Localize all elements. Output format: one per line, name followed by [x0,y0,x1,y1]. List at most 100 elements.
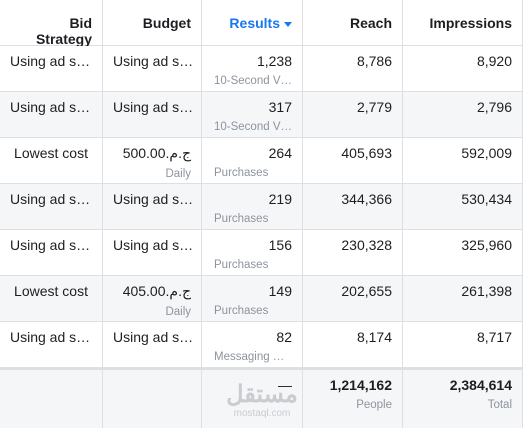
impressions-cell: 261,398 [403,276,523,322]
result: 1,238 [256,53,292,69]
bid-strategy-cell: Using ad s… [0,92,103,138]
budget-cell: ج.م.405.00 Daily [103,276,202,322]
impressions-cell: 2,796 [403,92,523,138]
column-title: Bid Strategy [35,15,92,47]
footer-impressions: 2,384,614 Total [403,370,523,428]
bid-strategy: Using ad s… [10,237,91,253]
result: 317 [268,99,292,115]
column-title: Impressions [429,15,512,31]
footer-reach-value: 1,214,162 [329,377,392,393]
result-type: Purchases [214,305,269,317]
results-cell: 82 Messaging … [202,322,303,368]
footer-impressions-label: Total [487,399,512,411]
reach: 2,779 [356,99,392,115]
result-type: Messaging … [214,351,285,363]
budget-cell: Using ad s… [103,230,202,276]
result-type: Purchases [214,167,269,179]
footer-cell [103,370,202,428]
budget-cell: Using ad s… [103,322,202,368]
result-type: Purchases [214,259,269,271]
bid-strategy-cell: Lowest cost [0,276,103,322]
column-header[interactable]: Bid Strategy [0,0,103,47]
bid-strategy: Using ad s… [10,329,91,345]
impressions: 8,717 [476,329,512,345]
column-header[interactable]: Impressions [403,0,523,46]
result: 149 [268,283,292,299]
results-cell: 219 Purchases [202,184,303,230]
budget: ج.م.500.00 [122,145,191,161]
reach-cell: 8,174 [303,322,403,368]
column-title: Results [229,15,280,31]
budget-type: Daily [165,168,191,180]
results-cell: 1,238 10-Second V… [202,46,303,92]
column-header[interactable]: Results [202,0,303,46]
bid-strategy-cell: Using ad s… [0,46,103,92]
bid-strategy: Using ad s… [10,99,91,115]
impressions-cell: 530,434 [403,184,523,230]
column-title: Budget [142,15,191,31]
reach-cell: 344,366 [303,184,403,230]
bid-strategy: Using ad s… [10,53,91,69]
budget: Using ad s… [113,53,194,69]
budget: Using ad s… [113,99,194,115]
watermark-site: mostaql.com [233,408,291,419]
reach: 8,786 [356,53,392,69]
budget: ج.م.405.00 [122,283,191,299]
impressions: 530,434 [461,191,512,207]
footer-cell [0,370,103,428]
result-type: 10-Second V… [214,121,292,133]
budget: Using ad s… [113,237,194,253]
result-type: Purchases [214,213,269,225]
results-cell: 156 Purchases [202,230,303,276]
budget-cell: Using ad s… [103,92,202,138]
reach-cell: 2,779 [303,92,403,138]
bid-strategy-cell: Using ad s… [0,184,103,230]
impressions-cell: 8,717 [403,322,523,368]
sort-icon [284,21,292,27]
impressions: 2,796 [476,99,512,115]
footer-results: — [202,370,303,428]
reach: 8,174 [356,329,392,345]
column-header[interactable]: Reach [303,0,403,46]
bid-strategy: Lowest cost [14,283,88,299]
reach: 405,693 [341,145,392,161]
results-cell: 317 10-Second V… [202,92,303,138]
results-cell: 264 Purchases [202,138,303,184]
budget-cell: ج.م.500.00 Daily [103,138,202,184]
bid-strategy-cell: Using ad s… [0,230,103,276]
footer-result: — [278,377,292,393]
column-header[interactable]: Budget [103,0,202,46]
footer-reach-label: People [356,399,392,411]
budget-type: Daily [165,306,191,318]
result: 264 [268,145,292,161]
bid-strategy-cell: Lowest cost [0,138,103,184]
watermark-logo: مستقل [226,381,298,408]
impressions-cell: 592,009 [403,138,523,184]
budget-cell: Using ad s… [103,184,202,230]
footer-reach: 1,214,162 People [303,370,403,428]
impressions-cell: 8,920 [403,46,523,92]
bid-strategy: Lowest cost [14,145,88,161]
result: 82 [276,329,292,345]
result-type: 10-Second V… [214,75,292,87]
impressions: 592,009 [461,145,512,161]
budget: Using ad s… [113,329,194,345]
results-cell: 149 Purchases [202,276,303,322]
footer-divider [0,368,523,370]
bid-strategy-cell: Using ad s… [0,322,103,368]
impressions-cell: 325,960 [403,230,523,276]
reach-cell: 202,655 [303,276,403,322]
footer-impressions-value: 2,384,614 [449,377,512,393]
impressions: 325,960 [461,237,512,253]
result: 219 [268,191,292,207]
reach: 230,328 [341,237,392,253]
reach: 344,366 [341,191,392,207]
budget: Using ad s… [113,191,194,207]
impressions: 8,920 [476,53,512,69]
reach: 202,655 [341,283,392,299]
reach-cell: 230,328 [303,230,403,276]
impressions: 261,398 [461,283,512,299]
result: 156 [268,237,292,253]
budget-cell: Using ad s… [103,46,202,92]
bid-strategy: Using ad s… [10,191,91,207]
